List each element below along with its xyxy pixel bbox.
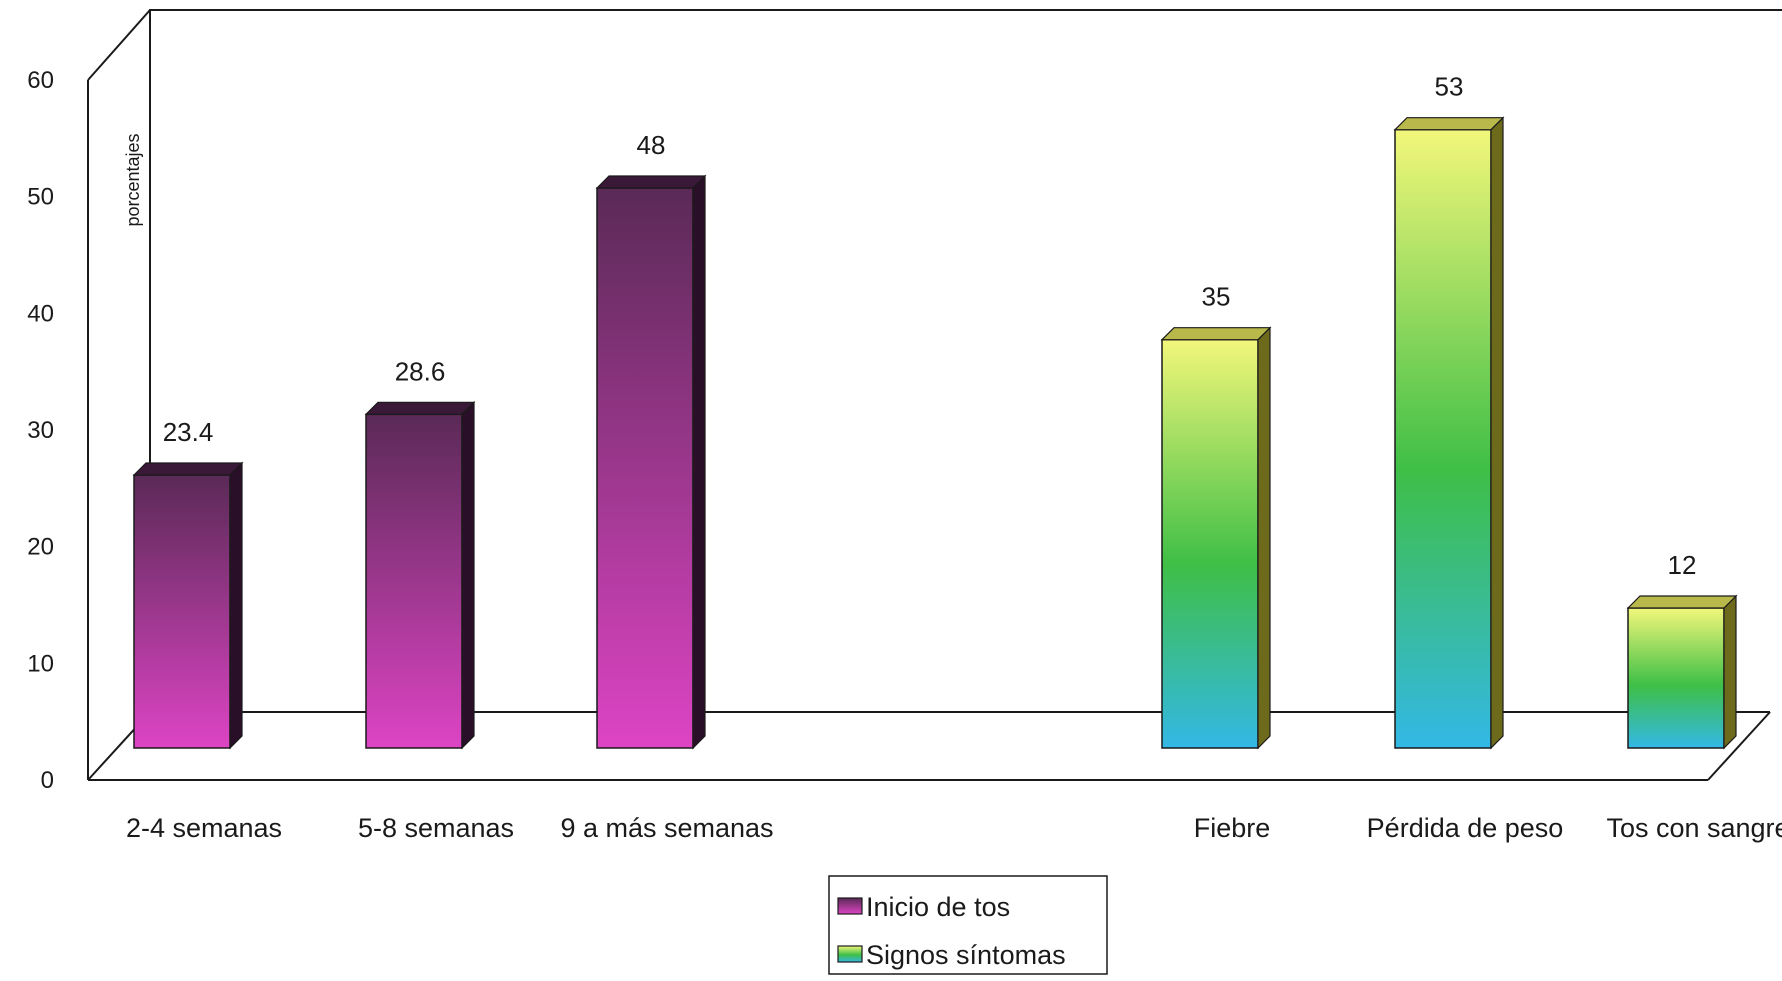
y-tick-label-0: 0 xyxy=(41,767,54,794)
category-labels-group: 2-4 semanas 5-8 semanas 9 a más semanas Fie… xyxy=(126,813,1782,843)
category-label-fiebre: Fiebre xyxy=(1194,813,1271,843)
bar-perdida-de-peso xyxy=(1393,116,1505,750)
bar-side-9-a-mas-semanas xyxy=(692,174,706,750)
bar-9-a-mas-semanas xyxy=(595,174,707,750)
bar-fiebre xyxy=(1160,326,1272,750)
bar-side-tos-con-sangre xyxy=(1723,594,1737,750)
category-label-tos-con-sangre: Tos con sangre xyxy=(1606,813,1782,843)
legend-box xyxy=(828,875,1108,975)
value-label-fiebre: 35 xyxy=(1202,282,1231,312)
bars-group xyxy=(132,116,1738,750)
legend: Inicio de tos Signos síntomas xyxy=(828,875,1108,975)
bar-side-5-8-semanas xyxy=(461,400,475,750)
value-labels-group: 23.4 28.6 48 35 53 12 xyxy=(163,72,1697,580)
y-axis-title: porcentajes xyxy=(123,133,143,226)
bar-top-5-8-semanas xyxy=(364,401,476,415)
bar-5-8-semanas xyxy=(364,400,476,750)
bar-front-fiebre xyxy=(1161,338,1259,749)
category-label-2-4-semanas: 2-4 semanas xyxy=(126,813,282,843)
y-tick-label-60: 60 xyxy=(27,67,54,94)
value-label-tos-con-sangre: 12 xyxy=(1668,550,1697,580)
chart-frame xyxy=(87,9,1782,781)
value-label-perdida-de-peso: 53 xyxy=(1435,72,1464,102)
right-depth-bottom xyxy=(1707,711,1771,781)
value-label-9-a-mas-semanas: 48 xyxy=(637,130,666,160)
left-depth-top xyxy=(87,9,151,81)
legend-swatch-signos-sintomas xyxy=(837,945,863,963)
bar-front-9-a-mas-semanas xyxy=(596,187,694,749)
bar-2-4-semanas xyxy=(132,461,244,750)
category-label-5-8-semanas: 5-8 semanas xyxy=(358,813,514,843)
value-label-2-4-semanas: 23.4 xyxy=(163,417,214,447)
bar-side-perdida-de-peso xyxy=(1490,116,1504,750)
y-axis-ticks: 0 10 20 30 40 50 60 xyxy=(27,67,54,794)
bar-front-2-4-semanas xyxy=(133,474,231,749)
bar-top-tos-con-sangre xyxy=(1626,595,1738,609)
bar-top-2-4-semanas xyxy=(132,462,244,476)
y-tick-label-30: 30 xyxy=(27,417,54,444)
y-tick-label-10: 10 xyxy=(27,650,54,677)
category-label-perdida-de-peso: Pérdida de peso xyxy=(1367,813,1564,843)
y-tick-label-20: 20 xyxy=(27,534,54,561)
legend-label-inicio-de-tos: Inicio de tos xyxy=(866,892,1010,922)
y-tick-label-50: 50 xyxy=(27,184,54,211)
y-tick-label-40: 40 xyxy=(27,300,54,327)
bar-top-fiebre xyxy=(1160,327,1272,341)
bar-top-9-a-mas-semanas xyxy=(595,175,707,189)
bar-side-fiebre xyxy=(1257,326,1271,750)
bar-side-2-4-semanas xyxy=(229,461,243,750)
bar-front-5-8-semanas xyxy=(365,413,463,749)
bar-top-perdida-de-peso xyxy=(1393,117,1505,131)
value-label-5-8-semanas: 28.6 xyxy=(395,356,446,386)
category-label-9-a-mas-semanas: 9 a más semanas xyxy=(560,813,773,843)
bar-front-perdida-de-peso xyxy=(1394,128,1492,749)
legend-label-signos-sintomas: Signos síntomas xyxy=(866,940,1066,970)
legend-swatch-inicio-de-tos xyxy=(837,897,863,915)
bar-front-tos-con-sangre xyxy=(1627,607,1725,749)
bar-tos-con-sangre xyxy=(1626,594,1738,750)
